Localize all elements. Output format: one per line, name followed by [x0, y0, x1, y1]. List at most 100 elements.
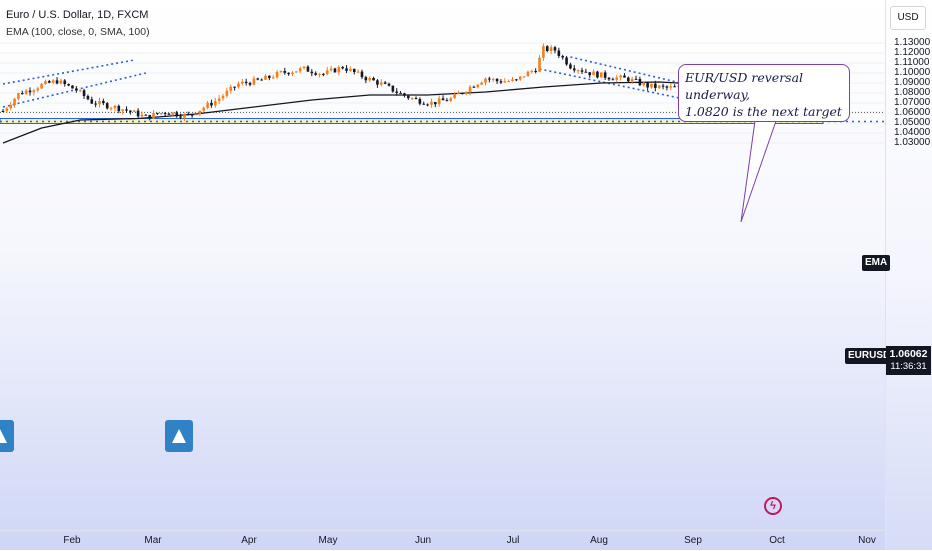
- candle-body: [121, 109, 124, 112]
- flash-icon[interactable]: ϟ: [764, 497, 782, 515]
- candle-body: [206, 102, 209, 108]
- candle-body: [356, 71, 360, 73]
- candle-body: [499, 81, 503, 83]
- candle-body: [634, 78, 638, 80]
- candle-body: [580, 70, 584, 72]
- price-tick-label: 1.09000: [894, 77, 931, 88]
- candle-body: [565, 57, 568, 65]
- candle-body: [333, 68, 337, 73]
- candle-body: [268, 75, 271, 78]
- candle-body: [545, 46, 549, 51]
- candle-body: [534, 71, 537, 73]
- candle-body: [445, 100, 449, 102]
- candle-body: [179, 116, 182, 118]
- month-tick-label: Nov: [858, 535, 876, 546]
- candle-body: [102, 100, 105, 104]
- indicator-legend[interactable]: EMA (100, close, 0, SMA, 100): [6, 26, 150, 38]
- candle-body: [109, 108, 113, 110]
- candle-body: [221, 95, 225, 99]
- channel-line: [2, 72, 147, 108]
- candle-body: [28, 90, 32, 93]
- candle-body: [341, 67, 344, 69]
- callout-note[interactable]: EUR/USD reversal underway, 1.0820 is the…: [678, 64, 850, 122]
- up-triangle-icon[interactable]: [0, 420, 14, 452]
- price-tick-label: 1.06000: [894, 107, 931, 118]
- candle-body: [248, 83, 252, 85]
- candle-body: [264, 75, 267, 80]
- candle-body: [21, 93, 24, 95]
- candle-body: [63, 80, 67, 84]
- candle-body: [379, 82, 383, 85]
- time-axis[interactable]: Feb Mar Apr May Jun Jul Aug Sep Oct Nov: [0, 530, 885, 551]
- candle-body: [322, 73, 325, 75]
- candle-body: [623, 75, 626, 78]
- candle-body: [306, 66, 310, 72]
- candle-body: [665, 86, 669, 88]
- candle-body: [542, 46, 545, 58]
- month-tick-label: Jun: [414, 535, 432, 546]
- up-triangle-icon[interactable]: [165, 420, 193, 452]
- candle-body: [569, 64, 572, 69]
- candle-body: [638, 78, 642, 86]
- candle-body: [657, 85, 661, 88]
- candle-body: [59, 80, 63, 84]
- candle-body: [399, 92, 402, 94]
- candle-body: [136, 110, 140, 117]
- symbol-tag: EURUSD: [845, 348, 894, 364]
- candle-body: [287, 72, 290, 75]
- candle-body: [279, 71, 283, 73]
- currency-unit-button[interactable]: USD: [890, 6, 926, 30]
- candle-body: [198, 110, 202, 115]
- price-tick-label: 1.04000: [894, 127, 931, 138]
- candle-body: [345, 68, 348, 71]
- candle-body: [44, 81, 47, 84]
- price-tick-label: 1.12000: [894, 47, 931, 58]
- candle-body: [407, 95, 410, 99]
- candles: [1, 43, 769, 124]
- candle-body: [360, 71, 364, 78]
- candle-body: [67, 83, 70, 86]
- candle-body: [607, 77, 611, 80]
- candle-body: [271, 77, 275, 79]
- candle-body: [627, 77, 630, 82]
- candle-body: [372, 78, 375, 81]
- candle-body: [461, 93, 464, 95]
- candle-body: [410, 98, 414, 100]
- callout-tail: [740, 120, 777, 223]
- candle-body: [592, 71, 595, 76]
- price-axis[interactable]: 1.13000 1.12000 1.11000 1.10000 1.09000 1.080…: [885, 0, 932, 550]
- candle-body: [596, 71, 599, 78]
- candle-body: [117, 105, 121, 112]
- candle-body: [55, 80, 59, 84]
- candle-body: [549, 47, 553, 51]
- candle-body: [190, 114, 194, 116]
- candle-body: [241, 81, 244, 84]
- candle-body: [129, 110, 132, 112]
- candle-body: [538, 57, 541, 72]
- candle-body: [214, 101, 217, 106]
- candle-body: [202, 107, 206, 111]
- candle-body: [113, 105, 117, 109]
- price-tick-label: 1.03000: [894, 137, 931, 148]
- month-tick-label: Feb: [63, 535, 81, 546]
- chart-area[interactable]: Euro / U.S. Dollar, 1D, FXCM EMA (100, c…: [0, 0, 885, 530]
- candle-body: [654, 83, 657, 88]
- symbol-legend[interactable]: Euro / U.S. Dollar, 1D, FXCM: [6, 9, 149, 21]
- candle-body: [183, 113, 186, 118]
- candle-body: [244, 81, 248, 84]
- candle-body: [1, 111, 5, 112]
- candle-body: [673, 86, 676, 88]
- candle-body: [24, 90, 28, 95]
- candle-body: [491, 78, 495, 80]
- candle-body: [576, 70, 580, 72]
- price-tick-label: 1.13000: [894, 37, 931, 48]
- month-tick-label: Jul: [506, 535, 520, 546]
- candle-body: [553, 47, 557, 51]
- candle-body: [144, 114, 148, 116]
- candle-body: [383, 82, 387, 84]
- candle-body: [132, 110, 136, 112]
- candle-body: [163, 113, 167, 115]
- candle-body: [449, 98, 453, 101]
- candle-body: [152, 113, 155, 119]
- candle-body: [140, 114, 144, 117]
